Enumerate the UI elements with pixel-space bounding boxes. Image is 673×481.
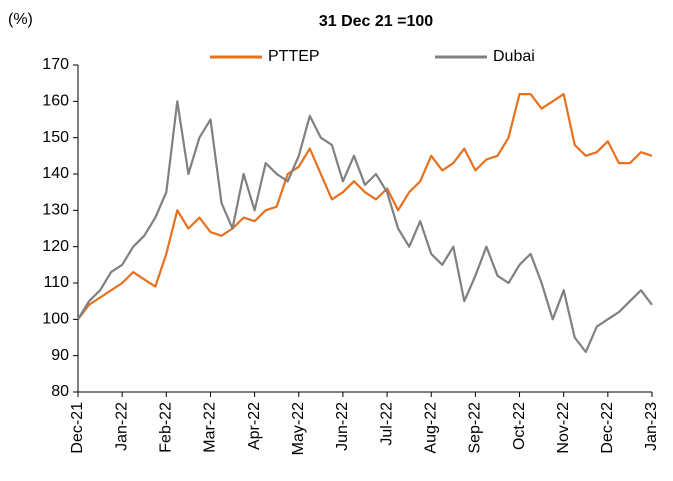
y-tick-label: 170 [42,56,69,73]
y-tick-label: 140 [42,165,69,182]
legend-label: PTTEP [268,48,320,65]
series-line [77,93,653,320]
legend-label: Dubai [493,48,535,65]
x-tick-label: Oct-22 [511,402,528,450]
y-tick-label: 100 [42,311,69,328]
y-tick-label: 110 [43,274,69,291]
x-tick-label: Jan-23 [643,402,660,451]
y-axis-label: (%) [8,11,33,28]
x-tick-label: Dec-22 [599,402,616,454]
x-tick-label: Dec-21 [69,402,86,454]
y-tick-label: 130 [42,202,69,219]
x-tick-label: Jan-22 [113,402,130,451]
x-tick-label: Nov-22 [555,402,572,454]
series-line [77,100,653,354]
y-tick-label: 160 [42,93,69,110]
x-tick-label: Jun-22 [334,402,351,451]
x-tick-label: May-22 [290,402,307,455]
x-tick-label: Aug-22 [422,402,439,454]
chart-title: 31 Dec 21 =100 [319,13,433,30]
y-tick-label: 90 [51,347,69,364]
x-tick-label: Sep-22 [467,402,484,454]
x-tick-label: Apr-22 [246,402,263,450]
x-tick-label: Feb-22 [158,402,175,453]
x-tick-label: Mar-22 [202,402,219,453]
x-tick-label: Jul-22 [378,402,395,446]
y-tick-label: 120 [42,238,69,255]
y-tick-label: 80 [51,383,69,400]
y-tick-label: 150 [42,129,69,146]
